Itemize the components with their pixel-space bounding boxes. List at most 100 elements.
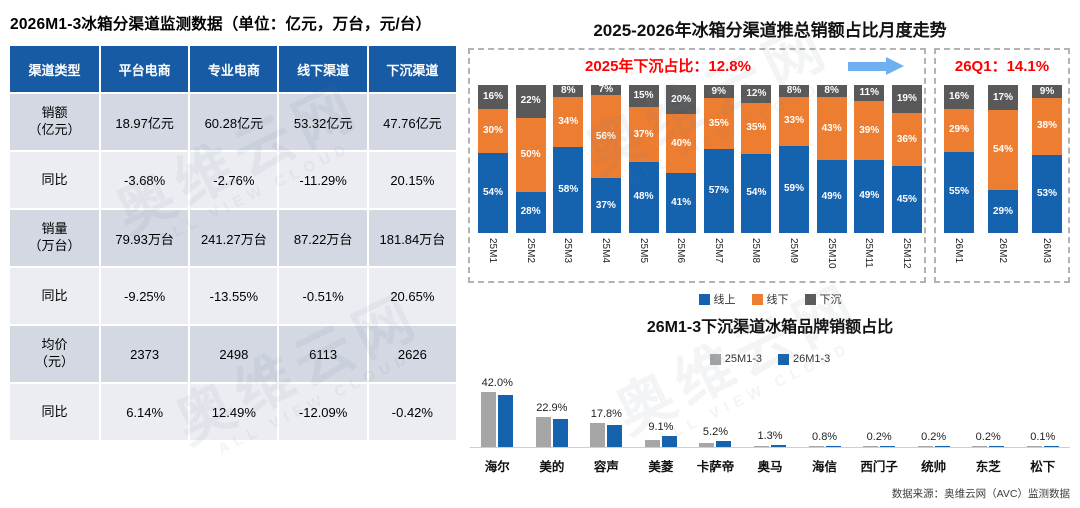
row-label-text: 销额: [41, 105, 68, 121]
x-tick-text: 25M9: [788, 238, 799, 264]
x-tick-label: 25M7: [704, 236, 734, 280]
table-cell: 20.65%: [368, 268, 456, 324]
x-tick-label: 25M6: [666, 236, 696, 280]
brand-value-label: 9.1%: [648, 421, 674, 433]
segment-value-label: 56%: [595, 130, 616, 142]
brand-value-label: 5.2%: [702, 426, 728, 438]
bar-segment-线上: 37%: [590, 178, 621, 233]
bar-segment-下沉: 22%: [515, 85, 546, 118]
legend-swatch: [778, 353, 789, 365]
x-tick-text: 25M3: [562, 238, 574, 264]
segment-value-label: 17%: [992, 91, 1013, 103]
segment-value-label: 35%: [708, 117, 729, 129]
table-cell: -12.09%: [279, 384, 367, 440]
segment-value-label: 15%: [633, 90, 654, 102]
segment-value-label: 8%: [824, 84, 839, 96]
bar-26M1-3-松下: [1043, 446, 1059, 447]
row-label-text: 同比: [41, 403, 68, 419]
brand-value-label: 0.2%: [975, 431, 1001, 443]
table-row: 同比 6.14% 12.49% -12.09% -0.42%: [10, 384, 456, 440]
stacked-bars-2026: 16% 29% 55% 17% 54% 29% 9% 38% 53%: [944, 85, 1062, 233]
segment-value-label: 9%: [711, 85, 726, 97]
bar-26M1-3-奥马: [771, 445, 786, 447]
segment-value-label: 49%: [821, 190, 842, 202]
bar-segment-下沉: 16%: [944, 85, 974, 109]
bar-26M1-3-卡萨帝: [716, 441, 732, 447]
col-header-channel-type: 渠道类型: [10, 46, 100, 92]
brand-value-label: 17.8%: [590, 408, 622, 420]
table-header-row: 渠道类型 平台电商 专业电商 线下渠道 下沉渠道: [10, 46, 456, 92]
x-tick-text: 25M1: [487, 238, 498, 264]
stacked-bar-26M1: 16% 29% 55%: [944, 85, 974, 233]
bar-segment-下沉: 17%: [988, 85, 1018, 111]
legend-item-26M1-3: 26M1-3: [778, 353, 830, 365]
table-cell: -9.25%: [101, 268, 189, 324]
segment-value-label: 20%: [671, 93, 692, 105]
stacked-bar-25M10: 8% 43% 49%: [816, 84, 847, 233]
brand-value-label: 0.1%: [1030, 431, 1056, 443]
bar-26M1-3-美的: [552, 419, 568, 447]
stacked-bar-25M9: 8% 33% 59%: [779, 85, 809, 233]
segment-value-label: 54%: [482, 187, 503, 199]
bar-segment-线下: 30%: [478, 108, 508, 154]
segment-value-label: 36%: [896, 133, 917, 145]
segment-value-label: 38%: [1036, 120, 1057, 132]
brand-value-label: 0.8%: [812, 431, 838, 443]
brand-group-卡萨帝: 5.2%: [688, 363, 743, 447]
bar-26M1-3-统帅: [934, 446, 950, 447]
row-label-text: 同比: [41, 287, 68, 303]
bar-segment-线上: 57%: [703, 149, 734, 233]
x-tick-label: 25M9: [779, 236, 809, 280]
brand-category-label: 海尔: [484, 460, 510, 474]
x-tick-label: 25M8: [741, 236, 771, 280]
brand-bars: 42.0% 22.9% 17.8% 9.1% 5.2% 1.3% 0.8% 0.2% 0.2% 0…: [470, 363, 1070, 447]
legend-label: 线上: [713, 294, 736, 306]
x-tick-label: 25M1: [478, 236, 508, 280]
bar-segment-下沉: 15%: [628, 85, 659, 108]
brand-category-label: 卡萨帝: [696, 460, 735, 474]
legend-item-25M1-3: 25M1-3: [709, 353, 762, 365]
segment-value-label: 43%: [821, 122, 842, 134]
x-axis-labels-2025: 25M1 25M2 25M3 25M4 25M5 25M6 25M7 25M8 25M9 25M1…: [478, 236, 922, 280]
bar-segment-下沉: 11%: [854, 85, 885, 102]
page-title: 2026M1-3冰箱分渠道监测数据（单位：亿元，万台，元/台）: [10, 16, 432, 33]
bar-segment-下沉: 7%: [590, 85, 621, 96]
table-cell: 47.76亿元: [368, 94, 456, 150]
legend-label: 25M1-3: [724, 353, 762, 365]
bar-segment-线下: 38%: [1032, 98, 1062, 155]
x-tick-text: 26M1: [953, 238, 964, 264]
bar-25M1-3-美菱: [644, 440, 660, 447]
brand-value-label: 1.3%: [757, 430, 783, 442]
table-row: 销额 （亿元） 18.97亿元 60.28亿元 53.32亿元 47.76亿元: [10, 94, 456, 150]
stacked-bar-25M5: 15% 37% 48%: [628, 85, 659, 233]
dashed-box-26q1: [934, 48, 1070, 283]
legend-item-线上: 线上: [698, 291, 736, 307]
stacked-chart-legend: 线上 线下 下沉: [464, 291, 1076, 307]
monitor-table: 渠道类型 平台电商 专业电商 线下渠道 下沉渠道 销额 （亿元） 18.97亿元 …: [8, 44, 458, 442]
x-tick-text: 25M12: [900, 238, 912, 269]
brand-value-label: 0.2%: [866, 431, 892, 443]
table-row: 同比 -3.68% -2.76% -11.29% 20.15%: [10, 152, 456, 208]
brand-category-label: 统帅: [921, 460, 947, 474]
segment-value-label: 30%: [482, 124, 503, 136]
brand-category-label: 东芝: [975, 460, 1001, 474]
bar-26M1-3-容声: [607, 425, 623, 447]
arrow-right-icon: [848, 57, 904, 75]
x-axis-line: [470, 447, 1070, 448]
col-header-pro-ecom: 专业电商: [190, 46, 278, 92]
bar-25M1-3-美的: [535, 417, 551, 447]
bar-segment-线上: 49%: [854, 159, 885, 233]
bar-segment-线下: 35%: [741, 102, 772, 154]
bar-segment-线上: 54%: [478, 153, 508, 233]
brand-value-label: 0.2%: [921, 431, 947, 443]
bar-segment-线上: 41%: [666, 172, 697, 233]
table-cell: 53.32亿元: [279, 94, 367, 150]
table-cell: 2373: [101, 326, 189, 382]
bar-segment-线下: 36%: [891, 113, 922, 167]
stacked-bar-25M6: 20% 40% 41%: [666, 85, 697, 233]
segment-value-label: 29%: [948, 124, 969, 136]
bar-segment-线下: 54%: [988, 110, 1018, 191]
bar-26M1-3-美菱: [661, 436, 677, 447]
stacked-bars-2025: 16% 30% 54% 22% 50% 28% 8% 34% 58% 7% 56% 37% 15% 37%…: [478, 85, 922, 233]
table-row: 同比 -9.25% -13.55% -0.51% 20.65%: [10, 268, 456, 324]
